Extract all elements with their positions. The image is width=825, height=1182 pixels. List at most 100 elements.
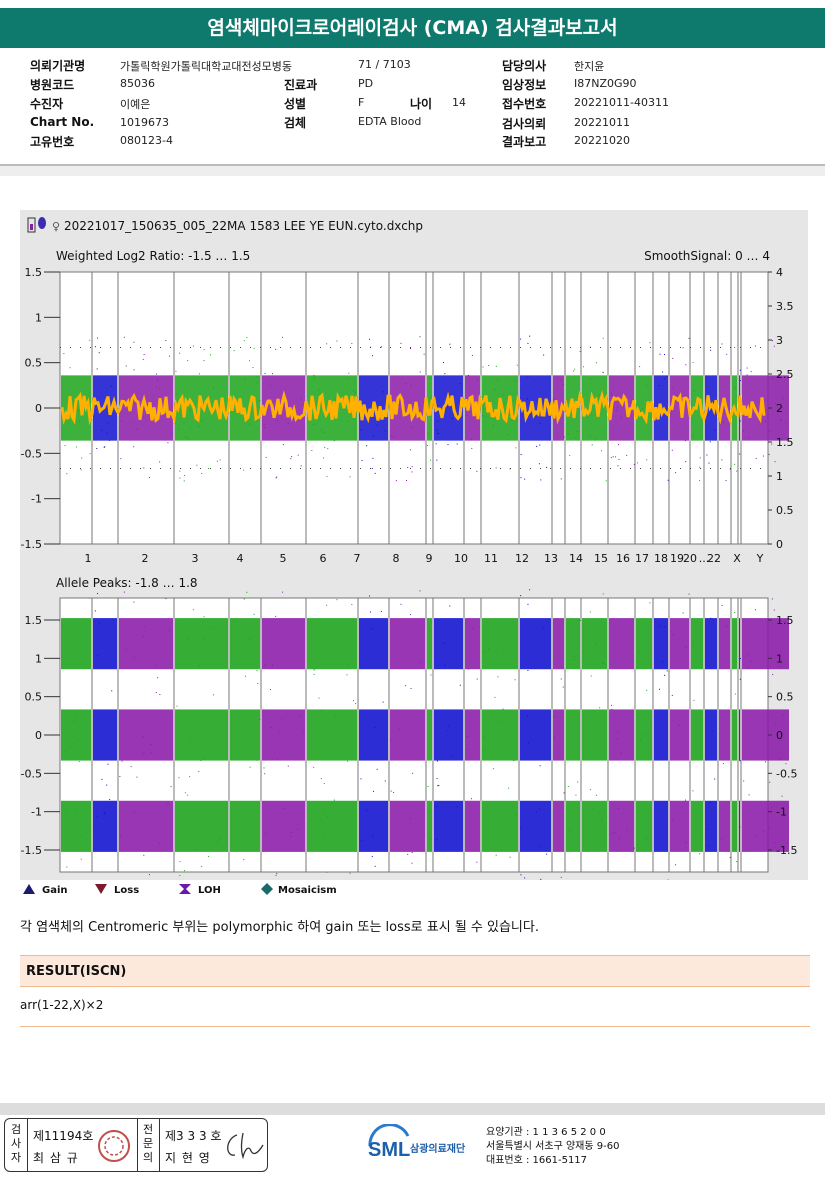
allele-point (380, 610, 382, 612)
signal-point (372, 355, 374, 357)
signal-point (664, 378, 666, 380)
allele-point (276, 759, 278, 761)
signal-point (327, 448, 329, 450)
allele-band (582, 800, 607, 852)
allele-point (769, 781, 771, 783)
allele-point (734, 693, 736, 695)
signal-point (159, 461, 161, 463)
allele-point (734, 612, 736, 614)
signal-point (666, 375, 668, 377)
signal-point (343, 409, 345, 411)
allele-point (150, 752, 152, 754)
bottom-left-tick: -1 (31, 806, 42, 819)
allele-point (764, 761, 766, 763)
result-value: arr(1-22,X)×2 (20, 998, 104, 1012)
signal-point (773, 345, 775, 347)
signal-point (201, 472, 203, 474)
signal-point (739, 420, 741, 422)
signal-point (269, 385, 271, 387)
allele-band (670, 618, 689, 670)
allele-point (771, 806, 773, 808)
signal-point (520, 454, 522, 456)
allele-point (275, 615, 277, 617)
chromosome-label: 12 (515, 552, 529, 565)
signal-point (520, 477, 522, 479)
sml-text: SML (368, 1139, 410, 1161)
signal-point (435, 443, 437, 445)
signal-point (626, 454, 628, 456)
allele-point (269, 688, 271, 690)
allele-point (734, 847, 736, 849)
signal-point (216, 460, 218, 462)
signal-point (409, 347, 411, 349)
signal-point (527, 398, 529, 400)
loss-icon (95, 884, 107, 894)
signal-point (527, 342, 529, 344)
allele-band (553, 800, 564, 852)
signal-point (265, 456, 267, 458)
allele-band (566, 709, 580, 761)
signal-point (515, 447, 517, 449)
allele-point (249, 735, 251, 737)
signal-point (63, 353, 65, 355)
allele-point (281, 719, 283, 721)
signature-box: 검사자 제11194호 최 삼 규 전문의 제3 3 3 호 지 현 영 (4, 1118, 268, 1172)
allele-band (705, 709, 717, 761)
signal-point (692, 435, 694, 437)
bottom-left-tick: 0.5 (25, 691, 43, 704)
allele-point (685, 646, 687, 648)
allele-point (736, 861, 738, 863)
allele-point (109, 799, 111, 801)
allele-point (178, 777, 180, 779)
signal-point (203, 349, 205, 351)
allele-band (582, 709, 607, 761)
allele-point (539, 765, 541, 767)
allele-point (590, 675, 592, 677)
signal-point (252, 367, 254, 369)
signal-point (590, 378, 592, 380)
signal-point (430, 377, 432, 379)
allele-point (176, 705, 178, 707)
signal-point (411, 471, 413, 473)
allele-point (390, 738, 392, 740)
allele-band (742, 709, 789, 761)
signal-point (407, 467, 409, 469)
allele-band (705, 800, 717, 852)
female-icon: ♀ (52, 220, 60, 233)
sex-value: F (358, 96, 365, 109)
allele-point (400, 603, 402, 605)
allele-band (739, 709, 740, 761)
allele-point (662, 661, 664, 663)
allele-point (73, 720, 75, 722)
allele-point (192, 609, 194, 611)
allele-band (465, 618, 480, 670)
allele-point (711, 730, 713, 732)
allele-point (384, 780, 386, 782)
signal-point (123, 336, 125, 338)
chip-icon (38, 217, 46, 229)
allele-point (355, 703, 357, 705)
signal-point (243, 469, 245, 471)
allele-band (427, 800, 432, 852)
allele-band (119, 709, 173, 761)
allele-point (620, 752, 622, 754)
cma-chart: ♀ 20221017_150635_005_22MA 1583 LEE YE E… (20, 210, 808, 882)
signal-point (750, 371, 752, 373)
signal-point (639, 410, 641, 412)
allele-point (456, 806, 458, 808)
signal-point (275, 348, 277, 350)
signal-point (133, 446, 135, 448)
allele-band (719, 618, 730, 670)
allele-band (654, 800, 668, 852)
allele-point (602, 593, 604, 595)
signal-point (721, 343, 723, 345)
allele-point (101, 778, 103, 780)
signal-point (574, 368, 576, 370)
signal-point (688, 337, 690, 339)
signal-point (360, 429, 362, 431)
stamp-label-b: 전문의 (142, 1123, 154, 1164)
chromosome-label: 16 (616, 552, 630, 565)
allele-point (688, 593, 690, 595)
allele-point (81, 834, 83, 836)
chromosome-label: X (733, 552, 741, 565)
